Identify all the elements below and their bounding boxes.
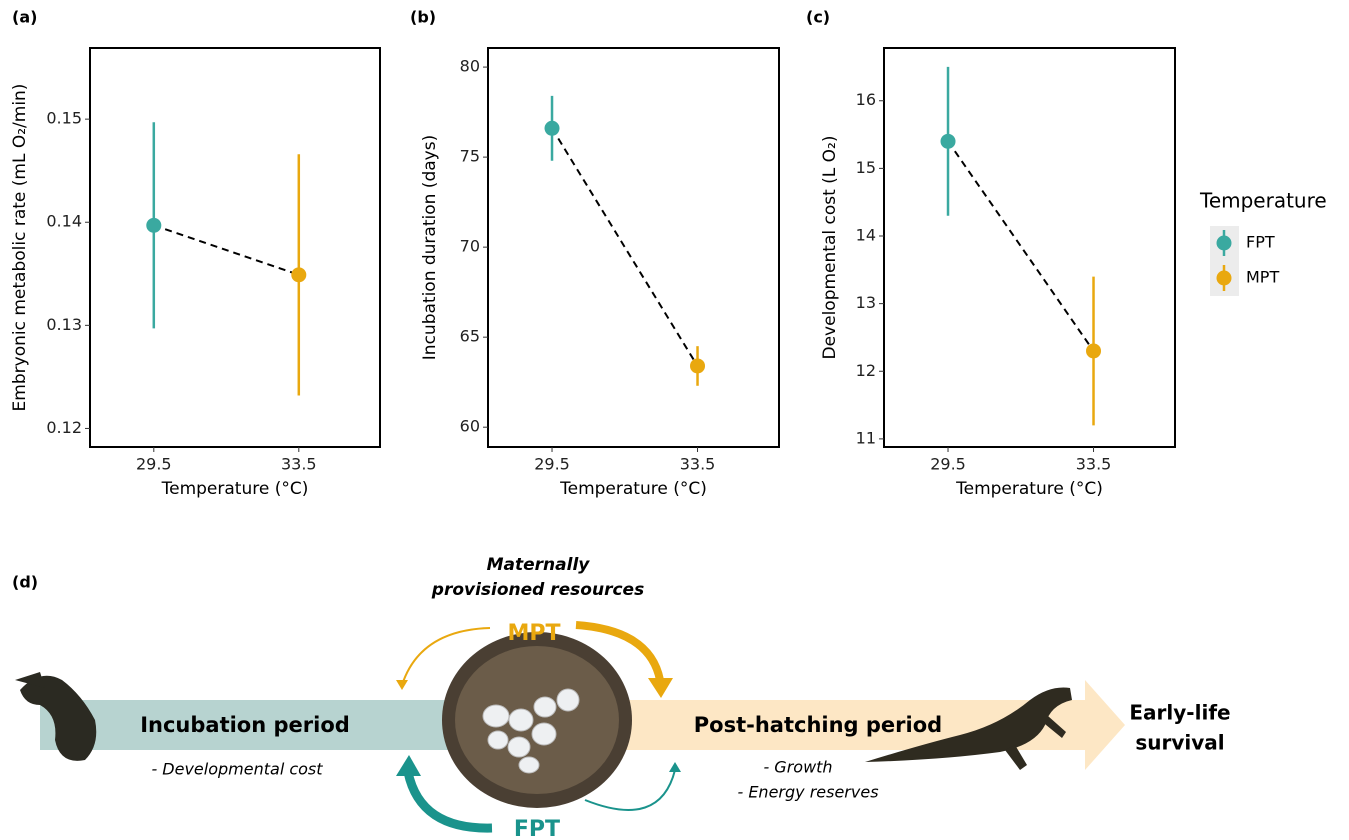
mean-connector — [552, 128, 698, 366]
y-tick-label: 16 — [856, 90, 876, 109]
legend-title: Temperature — [1199, 189, 1327, 213]
y-tick-label: 14 — [856, 226, 876, 245]
x-axis-label: Temperature (°C) — [955, 479, 1103, 499]
plot-frame — [488, 48, 779, 447]
fpt-label: FPT — [514, 817, 560, 840]
post-note: - Energy reserves — [737, 783, 878, 802]
legend-key — [1217, 236, 1232, 251]
y-tick-label: 0.15 — [46, 109, 82, 128]
outcome-line: survival — [1135, 731, 1224, 755]
y-tick-label: 0.14 — [46, 212, 82, 231]
nest-inner — [455, 646, 619, 794]
y-tick-label: 15 — [856, 158, 876, 177]
y-axis-label: Incubation duration (days) — [420, 135, 440, 360]
legend-label: MPT — [1246, 268, 1279, 287]
panel-label: (d) — [12, 573, 38, 592]
mean-point — [690, 358, 705, 373]
mean-connector — [154, 225, 299, 274]
incubation-note: - Developmental cost — [151, 760, 323, 779]
plot-frame — [90, 48, 380, 447]
post-hatching-label: Post-hatching period — [694, 713, 942, 737]
mean-point — [545, 121, 560, 136]
arrow-head — [396, 755, 421, 776]
resources-line: provisioned resources — [431, 580, 644, 600]
legend-label: FPT — [1246, 233, 1275, 252]
legend-key — [1217, 271, 1232, 286]
y-tick-label: 11 — [856, 428, 876, 447]
figure: (d) Maternally provisioned resources MPT… — [0, 0, 1349, 840]
y-tick-label: 13 — [856, 293, 876, 312]
x-tick-label: 29.5 — [534, 455, 570, 474]
panel-label: (b) — [410, 8, 436, 27]
y-tick-label: 65 — [460, 327, 480, 346]
x-axis-label: Temperature (°C) — [161, 479, 309, 499]
arrow-head — [648, 678, 673, 698]
y-tick-label: 80 — [460, 57, 480, 76]
y-axis-label: Embryonic metabolic rate (mL O₂/min) — [10, 84, 30, 412]
x-tick-label: 33.5 — [281, 455, 317, 474]
outcome-line: Early-life — [1129, 701, 1230, 725]
y-tick-label: 0.12 — [46, 418, 82, 437]
x-tick-label: 33.5 — [1076, 455, 1112, 474]
x-tick-label: 33.5 — [680, 455, 716, 474]
x-tick-label: 29.5 — [136, 455, 172, 474]
mean-connector — [948, 141, 1094, 351]
x-axis-label: Temperature (°C) — [559, 479, 707, 499]
resources-line: Maternally — [487, 555, 591, 575]
arrow-head — [396, 680, 408, 690]
arrow-head — [669, 762, 681, 772]
mean-point — [1086, 343, 1101, 358]
y-tick-label: 70 — [460, 237, 480, 256]
plot-frame — [884, 48, 1175, 447]
diagram: (d) Maternally provisioned resources MPT… — [12, 555, 1231, 840]
y-tick-label: 0.13 — [46, 315, 82, 334]
y-tick-label: 12 — [856, 361, 876, 380]
incubation-label: Incubation period — [140, 713, 350, 737]
panel-label: (a) — [12, 8, 37, 27]
mpt-label: MPT — [507, 621, 560, 646]
y-axis-label: Developmental cost (L O₂) — [820, 136, 840, 360]
panel-label: (c) — [806, 8, 830, 27]
mean-point — [941, 134, 956, 149]
x-tick-label: 29.5 — [930, 455, 966, 474]
y-tick-label: 75 — [460, 147, 480, 166]
post-note: - Growth — [763, 758, 832, 777]
y-tick-label: 60 — [460, 417, 480, 436]
mean-point — [146, 218, 161, 233]
mean-point — [291, 267, 306, 282]
